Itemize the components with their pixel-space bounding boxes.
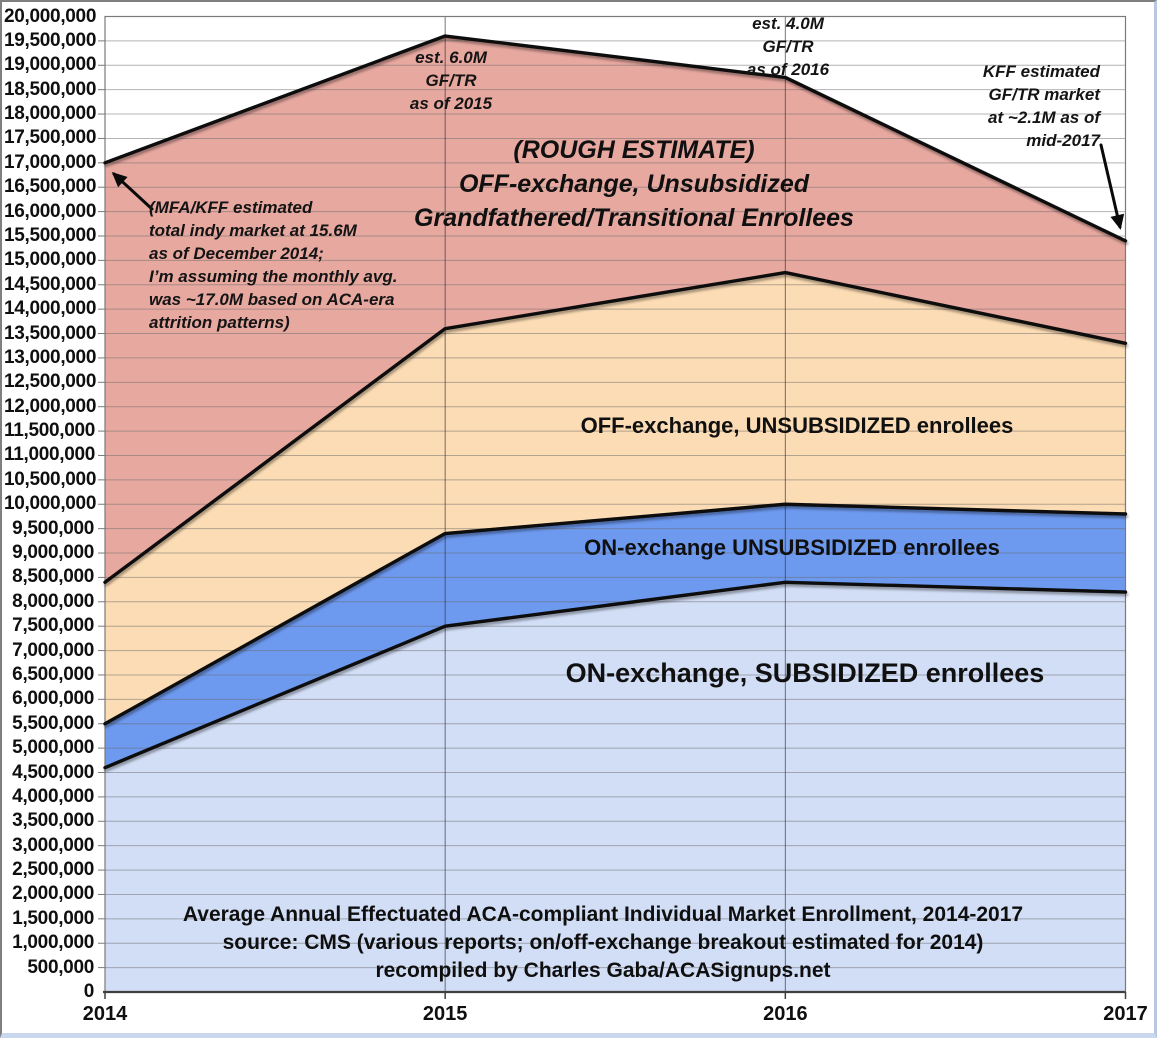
x-axis-tick-label: 2017 xyxy=(1103,1003,1148,1025)
annotation-line: GF/TR market xyxy=(988,85,1100,104)
annotation-line: mid-2017 xyxy=(1026,131,1100,150)
area-on-unsubsidized xyxy=(105,504,1126,768)
y-axis-tick-label: 18,500,000 xyxy=(4,78,97,100)
area-gf-tr xyxy=(105,36,1126,583)
y-axis-tick-label: 10,500,000 xyxy=(4,468,97,490)
annotation-line: (MFA/KFF estimated xyxy=(149,198,313,217)
annotation-line: as of 2016 xyxy=(746,60,830,79)
y-axis-tick-label: 20,000,000 xyxy=(4,5,97,27)
arrow-to-2017-point xyxy=(1099,143,1125,230)
y-axis-tick-label: 16,500,000 xyxy=(4,176,97,198)
area-label-gf-tr: (ROUGH ESTIMATE) OFF-exchange, Unsubsidi… xyxy=(374,133,894,235)
y-axis-tick-label: 8,500,000 xyxy=(12,566,94,588)
y-axis-tick-label: 3,500,000 xyxy=(12,810,94,832)
arrow-to-2014-point xyxy=(111,171,154,211)
y-axis-tick-label: 4,000,000 xyxy=(12,785,94,807)
annotation-line: was ~17.0M based on ACA-era xyxy=(149,290,395,309)
boundary-line-area-gf-tr xyxy=(103,34,1128,243)
annotation-line: I’m assuming the monthly avg. xyxy=(149,267,398,286)
chart-credit: recompiled by Charles Gaba/ACASignups.ne… xyxy=(375,959,831,982)
annotation-line: est. 4.0M xyxy=(752,14,824,33)
y-axis-tick-label: 17,000,000 xyxy=(4,151,97,173)
x-axis-tick-label: 2016 xyxy=(763,1003,808,1025)
y-axis-tick-label: 4,500,000 xyxy=(12,761,94,783)
y-axis-tick-label: 9,000,000 xyxy=(12,542,94,564)
annotation-mfa-2014: (MFA/KFF estimated total indy market at … xyxy=(149,196,439,334)
y-axis-tick-label: 0 xyxy=(83,981,95,1002)
area-label-on-subsidized: ON-exchange, SUBSIDIZED enrollees xyxy=(565,658,1045,688)
area-label-off-unsubsidized: OFF-exchange, UNSUBSIDIZED enrollees xyxy=(580,413,1014,438)
annotation-line: total indy market at 15.6M xyxy=(149,221,357,240)
annotation-line: GF/TR xyxy=(762,37,814,56)
y-axis-tick-label: 14,500,000 xyxy=(4,273,97,295)
y-axis-tick-label: 12,000,000 xyxy=(4,395,97,417)
y-axis-tick-label: 18,000,000 xyxy=(4,103,97,125)
y-axis-tick-label: 6,000,000 xyxy=(12,688,94,710)
y-axis-tick-label: 2,000,000 xyxy=(12,883,94,905)
boundary-line-area-off-unsubsidized xyxy=(103,270,1128,584)
y-axis-tick-label: 9,500,000 xyxy=(12,517,94,539)
y-axis-tick-label: 14,000,000 xyxy=(4,298,97,320)
chart-source: source: CMS (various reports; on/off-exc… xyxy=(222,931,984,954)
annotation-line: KFF estimated xyxy=(982,62,1100,81)
area-label-line: OFF-exchange, Unsubsidized xyxy=(458,170,810,198)
y-axis-tick-label: 5,500,000 xyxy=(12,712,94,734)
x-axis-tick-label: 2014 xyxy=(82,1003,128,1025)
y-axis-tick-label: 19,000,000 xyxy=(4,54,97,76)
y-axis-tick-label: 1,000,000 xyxy=(12,932,94,954)
boundary-line-area-on-unsubsidized xyxy=(103,502,1128,726)
annotation-line: attrition patterns) xyxy=(149,313,290,332)
chart-title-block: Average Annual Effectuated ACA-compliant… xyxy=(163,901,1043,985)
annotation-line: at ~2.1M as of xyxy=(988,108,1100,127)
annotation-gf-2016: est. 4.0M GF/TR as of 2016 xyxy=(678,12,898,81)
y-axis-tick-label: 7,500,000 xyxy=(12,615,94,637)
annotation-line: est. 6.0M xyxy=(415,48,487,67)
y-axis-tick-label: 6,500,000 xyxy=(12,663,94,685)
y-axis-tick-label: 16,000,000 xyxy=(4,200,97,222)
y-axis-tick-label: 15,500,000 xyxy=(4,224,97,246)
y-axis-tick-label: 13,500,000 xyxy=(4,322,97,344)
y-axis-tick-label: 13,000,000 xyxy=(4,346,97,368)
y-axis-tick-label: 15,000,000 xyxy=(4,249,97,271)
y-axis-tick-label: 17,500,000 xyxy=(4,127,97,149)
x-axis xyxy=(103,990,1127,999)
y-axis-tick-label: 11,000,000 xyxy=(4,444,96,466)
annotation-line: GF/TR xyxy=(425,71,477,90)
y-axis-tick-label: 1,500,000 xyxy=(12,907,94,929)
series-boundary-lines xyxy=(103,34,1128,770)
area-on-subsidized xyxy=(105,582,1126,992)
y-axis-tick-label: 12,500,000 xyxy=(4,371,97,393)
annotation-line: as of 2015 xyxy=(409,94,493,113)
y-axis-tick-label: 7,000,000 xyxy=(12,639,94,661)
gridlines xyxy=(98,40,1126,969)
y-axis-tick-label: 5,000,000 xyxy=(12,737,94,759)
area-off-unsubsidized xyxy=(105,272,1126,724)
y-axis-tick-label: 10,000,000 xyxy=(4,493,97,515)
y-axis-tick-label: 19,500,000 xyxy=(4,29,97,51)
x-axis-tick-label: 2015 xyxy=(422,1003,468,1025)
area-label-line: (ROUGH ESTIMATE) xyxy=(513,136,755,164)
area-label-on-unsubsidized: ON-exchange UNSUBSIDIZED enrollees xyxy=(584,535,1000,560)
area-label-line: Grandfathered/Transitional Enrollees xyxy=(414,204,854,232)
y-axis-tick-label: 8,000,000 xyxy=(12,590,94,612)
boundary-line-area-on-subsidized xyxy=(103,580,1128,770)
y-axis-tick-label: 2,500,000 xyxy=(12,859,94,881)
annotation-gf-2015: est. 6.0M GF/TR as of 2015 xyxy=(341,46,561,115)
annotation-arrows xyxy=(111,143,1125,230)
annotation-kff-2017: KFF estimated GF/TR market at ~2.1M as o… xyxy=(900,60,1100,152)
annotation-line: as of December 2014; xyxy=(149,244,324,263)
y-axis-tick-label: 11,500,000 xyxy=(4,420,96,442)
y-axis-tick-label: 500,000 xyxy=(27,956,94,978)
chart-title: Average Annual Effectuated ACA-compliant… xyxy=(182,903,1024,926)
y-axis-tick-label: 3,000,000 xyxy=(12,834,94,856)
